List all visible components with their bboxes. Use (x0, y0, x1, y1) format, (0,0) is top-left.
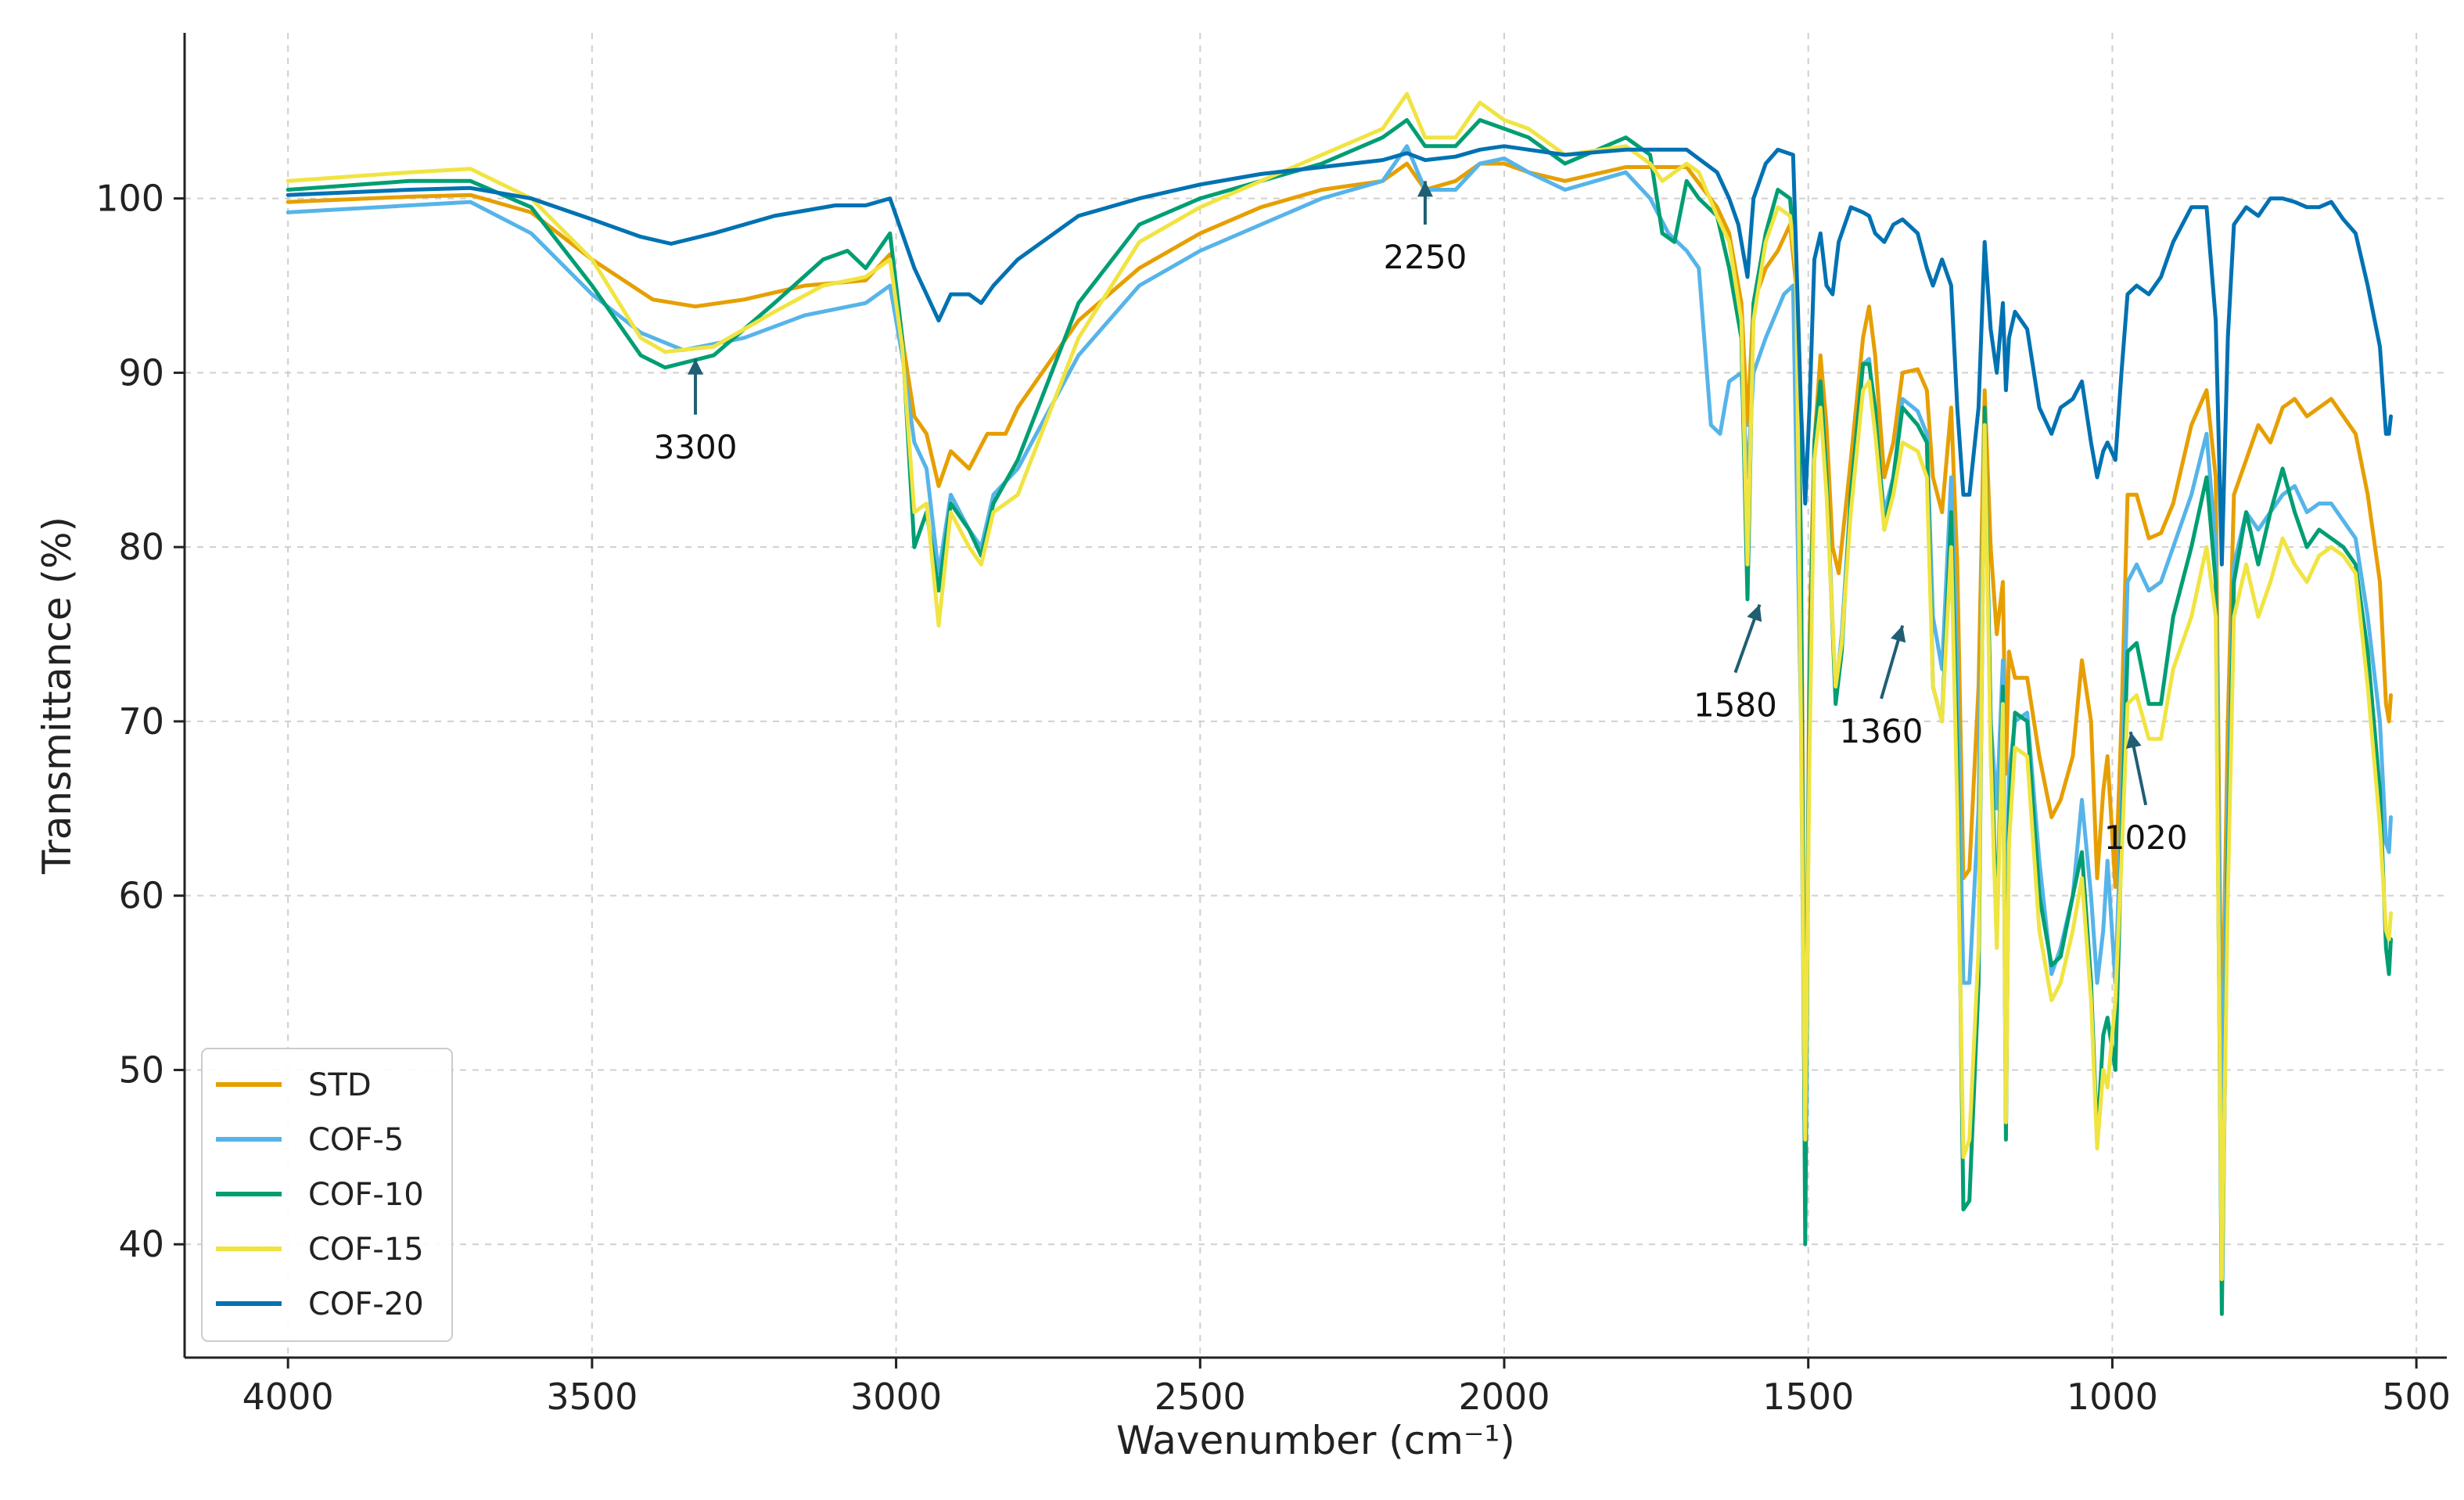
x-tick-label: 2000 (1458, 1376, 1550, 1418)
annotation-arrow-head (2126, 732, 2142, 749)
y-tick-label: 60 (118, 875, 164, 917)
annotation-arrow-head (688, 358, 704, 375)
annotation-label: 2250 (1383, 238, 1467, 276)
series-lines (286, 92, 2393, 1316)
annotation-label: 1020 (2104, 818, 2188, 857)
y-tick-label: 40 (118, 1223, 164, 1265)
annotation-arrow-head (1747, 604, 1762, 622)
x-tick-label: 500 (2382, 1376, 2451, 1418)
annotation-label: 1580 (1694, 686, 1777, 725)
annotation-label: 3300 (654, 428, 738, 466)
legend-item: COF-5 (216, 1122, 404, 1158)
series-line-std (286, 161, 2393, 1212)
peak-annotation: 1360 (1840, 624, 1923, 750)
annotation-label: 1360 (1840, 712, 1923, 750)
legend-item: COF-10 (216, 1177, 424, 1213)
legend-label: STD (308, 1067, 372, 1103)
legend-item: COF-15 (216, 1232, 424, 1268)
legend-label: COF-20 (308, 1286, 424, 1322)
y-tick-label: 70 (118, 700, 164, 743)
x-tick-label: 4000 (242, 1376, 334, 1418)
annotations: 3300 2250 1580 1360 1020 (654, 181, 2188, 857)
series-line-cof-10 (286, 117, 2393, 1316)
legend-label: COF-5 (308, 1122, 404, 1158)
y-axis-title: Transmittance (%) (34, 516, 80, 875)
legend-item: STD (216, 1067, 372, 1103)
legend-label: COF-15 (308, 1232, 424, 1268)
x-tick-label: 2500 (1155, 1376, 1246, 1418)
peak-annotation: 1020 (2104, 731, 2188, 857)
legend: STD COF-5 COF-10 COF-15 COF-20 (201, 1048, 453, 1342)
x-tick-label: 1000 (2067, 1376, 2158, 1418)
y-tick-label: 50 (118, 1049, 164, 1091)
legend-item: COF-20 (216, 1286, 424, 1322)
legend-box (201, 1048, 453, 1342)
x-axis-title: Wavenumber (cm⁻¹) (1116, 1418, 1515, 1463)
peak-annotation: 3300 (654, 358, 738, 466)
series-line-cof-15 (286, 92, 2393, 1282)
y-tick-label: 80 (118, 526, 164, 568)
annotation-arrow-head (1417, 181, 1433, 197)
legend-label: COF-10 (308, 1177, 424, 1213)
peak-annotation: 1580 (1694, 603, 1777, 725)
x-tick-label: 1500 (1762, 1376, 1854, 1418)
tick-labels: 4000 3500 3000 2500 2000 1500 1000 500 40 50 60 70 8… (95, 178, 2451, 1418)
x-tick-label: 3500 (546, 1376, 638, 1418)
peak-annotation: 2250 (1383, 181, 1467, 276)
axes (183, 33, 2447, 1359)
y-tick-label: 90 (118, 351, 164, 394)
series-line-cof-20 (286, 144, 2393, 567)
y-tick-label: 100 (95, 178, 164, 220)
x-tick-label: 3000 (850, 1376, 942, 1418)
grid (185, 33, 2447, 1358)
annotation-arrow-head (1891, 625, 1906, 643)
